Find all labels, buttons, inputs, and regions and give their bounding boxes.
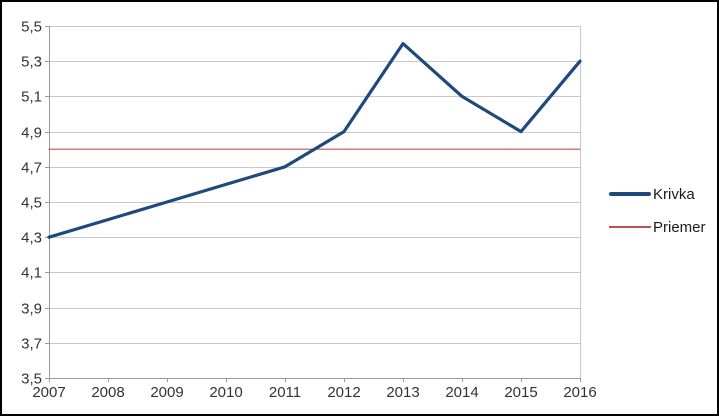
- x-tick-label: 2014: [445, 384, 478, 401]
- y-axis-ticks: [45, 26, 49, 379]
- gridlines: [49, 26, 580, 344]
- y-axis-labels: 3,5 3,7 3,9 4,1 4,3 4,5 4,7 4,9 5,1 5,3 5,5: [21, 19, 42, 388]
- x-axis-ticks: [49, 378, 581, 382]
- legend-item-krivka: Krivka: [609, 184, 706, 204]
- y-tick-label: 5,5: [21, 19, 42, 36]
- y-tick-label: 3,5: [21, 371, 42, 388]
- legend: Krivka Priemer: [609, 184, 706, 237]
- x-axis-labels: 2007 2008 2009 2010 2011 2012 2013 2014 2015 2016: [32, 384, 596, 401]
- x-tick-label: 2011: [269, 384, 301, 401]
- y-tick-label: 3,7: [21, 336, 42, 353]
- y-tick-label: 5,1: [21, 89, 42, 106]
- x-tick-label: 2007: [32, 384, 65, 401]
- y-tick-label: 3,9: [21, 301, 42, 318]
- y-tick-label: 4,3: [21, 230, 42, 247]
- y-tick-label: 4,5: [21, 195, 42, 212]
- x-tick-label: 2015: [504, 384, 537, 401]
- legend-label-krivka: Krivka: [653, 185, 695, 203]
- y-tick-label: 5,3: [21, 54, 42, 71]
- x-tick-label: 2010: [209, 384, 242, 401]
- x-tick-label: 2009: [150, 384, 183, 401]
- x-tick-label: 2012: [327, 384, 360, 401]
- x-tick-label: 2016: [563, 384, 596, 401]
- x-tick-label: 2008: [91, 384, 124, 401]
- series-line-krivka: [47, 41, 582, 239]
- priemer-line-sample-icon: [609, 226, 651, 228]
- x-tick-label: 2013: [386, 384, 419, 401]
- y-tick-label: 4,1: [21, 265, 42, 282]
- y-tick-label: 4,7: [21, 160, 42, 177]
- legend-item-priemer: Priemer: [609, 217, 706, 237]
- legend-label-priemer: Priemer: [653, 218, 706, 236]
- krivka-line-sample-icon: [609, 192, 651, 196]
- y-tick-label: 4,9: [21, 125, 42, 142]
